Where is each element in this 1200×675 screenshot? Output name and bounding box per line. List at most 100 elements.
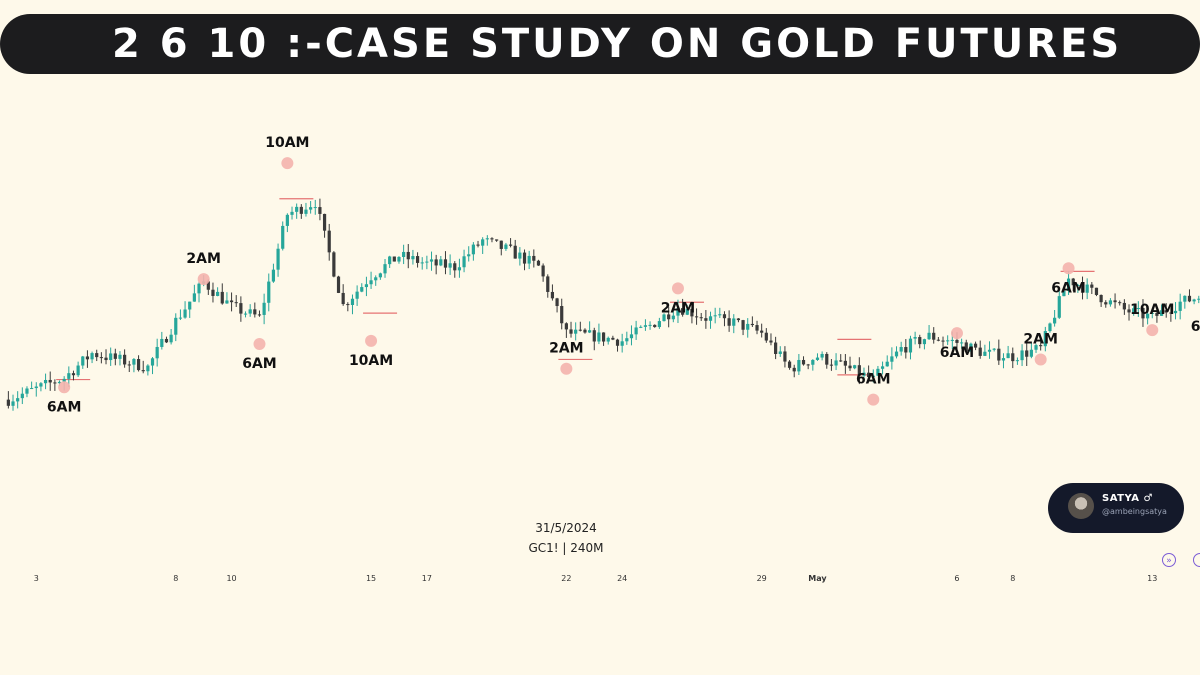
candle-body [169,334,173,343]
candle-body [1071,278,1075,286]
candle-body [429,259,434,262]
candle-body [927,332,931,340]
candle-body [1001,358,1006,361]
candle-body [164,338,169,343]
candle-body [550,291,555,299]
watermark-symbol: GC1! | 240M [528,541,604,555]
candle-body [583,329,587,333]
candle-body [1132,308,1136,313]
candle-body [1043,331,1047,347]
candle-body [402,251,406,257]
candle-body [922,339,927,345]
time-marker [1034,353,1047,366]
candle-body [374,277,378,281]
candle-body [806,364,810,366]
candle-body [978,347,982,356]
candle-body [574,329,578,334]
candle-body [908,338,913,353]
candle-body [857,365,861,376]
author-badge[interactable]: SATYA ♂ @ambeingsatya [1048,483,1184,533]
candle-body [206,281,210,290]
time-label: 6AM [242,356,277,372]
candle-body [625,338,629,342]
candle-body [25,388,29,394]
candle-body [327,230,331,253]
candle-body [1169,312,1173,314]
candle-body [522,252,527,264]
candle-body [913,337,917,339]
candle-body [606,337,610,342]
candle-body [871,375,875,378]
author-name: SATYA ♂ [1102,493,1153,504]
candle-body [867,372,871,378]
candle-body [20,393,24,399]
candle-body [67,373,71,379]
candle-body [229,300,234,303]
time-marker [253,338,266,350]
candle-body [1076,285,1080,287]
candle-body [801,359,806,365]
candle-body [825,353,829,365]
candle-body [76,365,80,376]
candles [6,198,1200,411]
candle-body [983,351,987,356]
candle-body [718,314,722,316]
x-tick-label: 15 [366,574,376,583]
candle-body [295,206,299,212]
candle-body [234,302,238,304]
candle-body [276,248,280,270]
candle-body [1062,290,1066,297]
candle-body [16,398,20,402]
candle-body [62,378,66,382]
avatar [1068,493,1094,519]
author-handle: @ambeingsatya [1102,507,1167,516]
candle-body [597,332,601,342]
candle-body [774,342,778,354]
candle-body [992,348,996,350]
candle-body [1053,317,1057,324]
candle-body [885,361,889,367]
time-marker [1062,262,1075,275]
candle-body [960,342,964,344]
candle-body [1020,350,1024,361]
candle-body [620,341,624,346]
candle-body [1025,350,1029,357]
candle-body [364,284,369,288]
watermark-date: 31/5/2024 [535,521,597,535]
time-label: 6AM [1191,319,1200,335]
candle-body [481,239,485,246]
time-label: 6AM [47,399,82,415]
x-tick-label: 29 [757,574,767,583]
candle-body [197,283,201,294]
candle-body [639,326,643,328]
reset-icon[interactable] [1193,553,1200,567]
candle-body [578,329,582,331]
candle-body [104,357,108,361]
candle-body [378,273,382,278]
time-marker [58,381,71,394]
scroll-right-icon[interactable]: » [1162,553,1176,567]
candle-body [667,314,671,320]
candle-body [569,329,573,334]
candle-body [722,314,727,319]
candle-body [862,372,866,376]
time-label: 2AM [1023,331,1058,347]
time-marker [1146,324,1159,337]
candle-body [950,339,954,341]
candle-body [681,308,685,315]
candle-body [239,303,243,314]
candle-body [1104,302,1108,305]
candle-body [643,325,648,327]
candle-body [615,339,620,346]
candle-body [973,343,978,348]
candle-body [95,353,99,358]
candle-body [309,207,313,210]
candle-body [764,332,768,341]
candle-body [792,367,796,372]
candle-body [406,251,410,260]
time-marker [197,273,210,286]
candle-body [30,388,34,390]
candle-body [81,356,85,366]
candle-body [313,207,317,209]
